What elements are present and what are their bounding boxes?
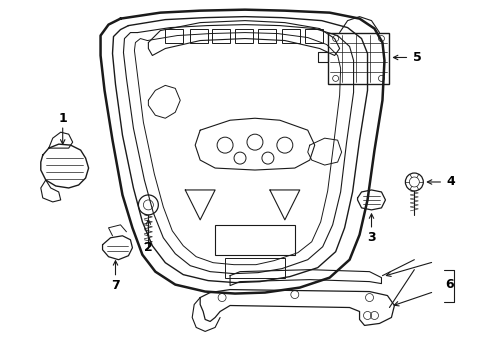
Text: 1: 1 bbox=[58, 112, 67, 125]
Bar bbox=[281, 28, 299, 42]
Bar bbox=[258, 28, 275, 42]
Bar bbox=[215, 225, 294, 255]
Text: 4: 4 bbox=[446, 175, 455, 189]
Text: 6: 6 bbox=[444, 278, 452, 291]
Text: 3: 3 bbox=[366, 231, 375, 244]
Text: 2: 2 bbox=[143, 241, 152, 254]
Bar bbox=[304, 28, 322, 42]
Text: 7: 7 bbox=[111, 279, 120, 292]
Bar bbox=[224, 258, 285, 278]
Bar bbox=[190, 28, 208, 42]
Bar bbox=[327, 32, 388, 84]
Text: 5: 5 bbox=[412, 51, 421, 64]
Bar bbox=[235, 28, 252, 42]
Bar bbox=[165, 28, 183, 42]
Bar bbox=[212, 28, 229, 42]
